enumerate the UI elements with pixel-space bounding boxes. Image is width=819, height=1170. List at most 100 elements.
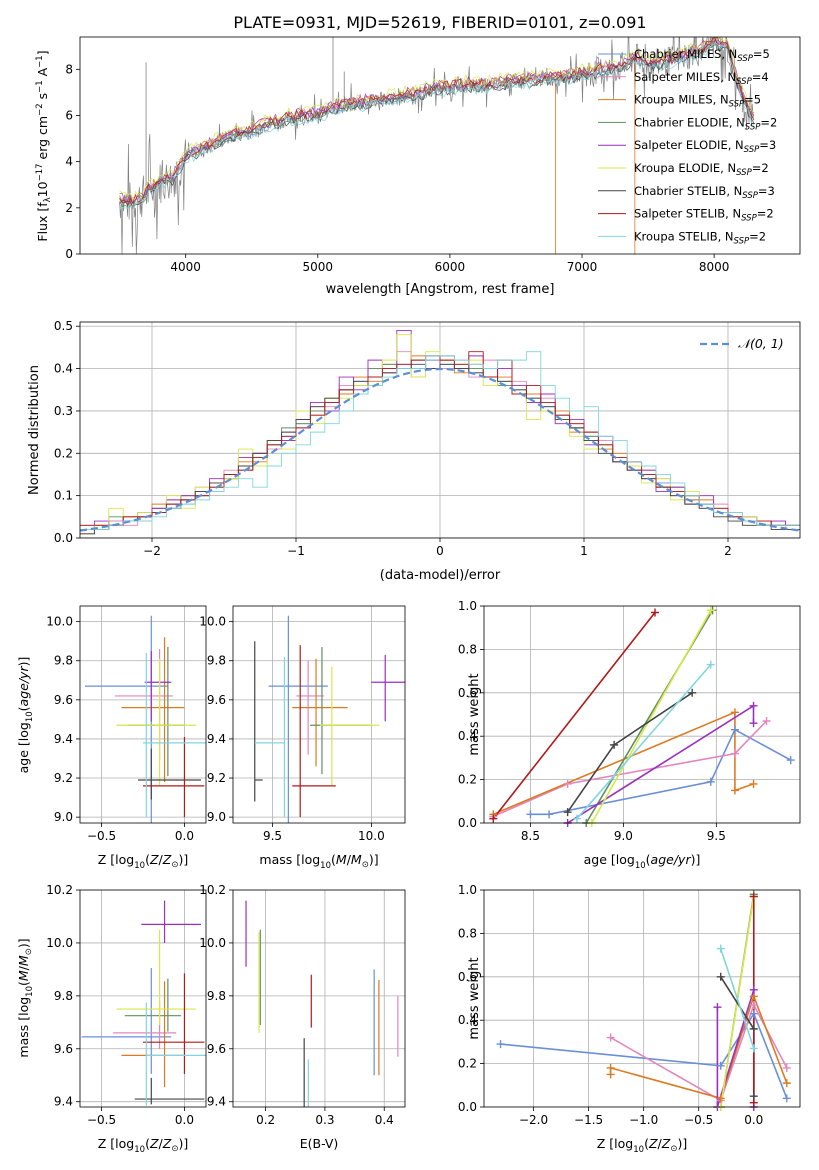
panel-frame: [79, 36, 801, 255]
x-tick-label: −2.0: [519, 1113, 548, 1127]
x-tick-label: −1: [287, 544, 305, 558]
legend-entry-tail: =2: [757, 207, 774, 221]
plot-area: [80, 606, 206, 823]
y-tick-label: 9.8: [54, 989, 73, 1003]
mass-weight-marker-chabrier-miles: [786, 756, 795, 765]
y-tick-label: 6: [65, 108, 73, 122]
mass-weight-marker-salpeter-miles: [749, 1001, 758, 1010]
y-tick-label: 8: [65, 62, 73, 76]
y-tick-label: 9.0: [54, 810, 73, 824]
axis-label-part: )]: [178, 852, 188, 867]
mass-weight-line-chabrier-miles: [530, 728, 792, 816]
legend-entry: Chabrier STELIB, NSSP=3: [634, 184, 775, 201]
x-tick-label: 0.2: [256, 1113, 275, 1127]
legend-entry-tail: =4: [752, 70, 769, 84]
mass-weight-marker-salpeter-elodie: [713, 1003, 722, 1012]
x-tick-label: −1.5: [574, 1113, 603, 1127]
axis-label-part: Z: [149, 1136, 159, 1151]
legend-entry-sub: SSP: [741, 214, 757, 224]
mass-weight-marker-kroupa-stelib: [706, 660, 715, 669]
x-axis-label: wavelength [Angstrom, rest frame]: [326, 282, 555, 297]
mass-weight-marker-chabrier-miles: [496, 1040, 505, 1049]
axis-label-part: M: [16, 955, 31, 966]
axis-label-part: (: [331, 852, 336, 867]
x-axis-label: (data-model)/error: [380, 568, 501, 583]
axis-label-part: M: [351, 852, 362, 867]
axis-label-part: age [log: [16, 722, 31, 773]
axis-label-part: ⊙: [362, 860, 369, 870]
legend-entry-sub: SSP: [736, 168, 752, 178]
panel-frame: [79, 321, 801, 539]
legend-entry-sub: SSP: [745, 122, 761, 132]
legend-entry-tail: =2: [749, 229, 766, 243]
mass-weight-marker-salpeter-stelib: [651, 608, 660, 617]
mass-weight-marker-chabrier-miles: [730, 725, 739, 734]
legend-entry: Kroupa ELODIE, NSSP=2: [634, 161, 769, 178]
mass-weight-marker-salpeter-miles: [730, 749, 739, 758]
axis-label-part: )]: [369, 852, 379, 867]
x-tick-label: 5000: [303, 260, 334, 274]
x-tick-label: 0: [436, 544, 444, 558]
axis-label-part: (: [145, 852, 150, 867]
mass-weight-marker-chabrier-stelib: [688, 688, 697, 697]
y-tick-label: 9.4: [207, 732, 226, 746]
y-tick-label: 0.6: [458, 686, 477, 700]
x-axis-label: Z [log10(Z/Z⊙)]: [98, 1136, 188, 1155]
axis-label-part: ⊙: [24, 948, 34, 955]
legend-entry-sub: SSP: [742, 191, 758, 201]
y-axis-label: Normed distribution: [27, 365, 42, 495]
axis-label-part: ⊙: [670, 1144, 677, 1154]
axis-label-part: )]: [16, 657, 31, 667]
y-tick-label: 9.0: [207, 810, 226, 824]
plot-area: [484, 890, 800, 1107]
x-tick-label: 7000: [567, 260, 598, 274]
legend-entry-name: Chabrier ELODIE, N: [634, 115, 745, 129]
axis-label-part: )]: [691, 852, 701, 867]
y-axis-label-part: s: [35, 93, 50, 104]
axis-label-part: (: [16, 981, 31, 986]
y-axis-label-part: erg cm: [35, 116, 50, 164]
x-axis-label: Z [log10(Z/Z⊙)]: [597, 1136, 687, 1155]
axis-label-part: Z [log: [98, 1136, 134, 1151]
y-axis-label-part: λ: [43, 197, 53, 202]
y-tick-label: 9.8: [207, 989, 226, 1003]
normal-curve: [80, 367, 800, 532]
legend-entry-name: Chabrier STELIB, N: [634, 184, 742, 198]
mass-weight-marker-kroupa-miles: [606, 1063, 615, 1072]
mass-weight-line-salpeter-miles: [610, 1002, 788, 1102]
y-axis-label-part: −17: [35, 163, 45, 181]
x-tick-label: 0.0: [175, 829, 194, 843]
y-tick-label: 9.4: [54, 1095, 73, 1109]
panel-frame: [232, 889, 406, 1108]
mass-weight-marker-chabrier-miles: [782, 1094, 791, 1103]
y-tick-label: 0.0: [458, 1100, 477, 1114]
model-series-chabrier-stelib: [119, 42, 755, 209]
axis-label-part: age [log: [584, 852, 635, 867]
histogram-salpeter-stelib: [80, 351, 800, 526]
mass-weight-marker-kroupa-stelib: [749, 1044, 758, 1053]
y-tick-label: 9.6: [54, 693, 73, 707]
legend-entry: Chabrier ELODIE, NSSP=2: [634, 115, 777, 132]
axis-label-part: M: [16, 970, 31, 981]
mass-weight-marker-chabrier-stelib: [563, 808, 572, 817]
y-tick-label: 0.8: [458, 642, 477, 656]
legend-entry-name: Kroupa STELIB, N: [634, 229, 734, 243]
y-tick-label: 9.6: [54, 1042, 73, 1056]
panel-frame: [79, 605, 207, 824]
mass-weight-marker-salpeter-miles: [782, 1063, 791, 1072]
x-tick-label: 9.5: [263, 829, 282, 843]
legend-entry: Chabrier MILES, NSSP=5: [634, 47, 770, 64]
y-axis-label: mass weight: [467, 673, 482, 755]
axis-label-part: )]: [16, 938, 31, 948]
axis-label-part: /: [658, 1136, 663, 1151]
data-spectrum: [119, 37, 755, 254]
y-tick-label: 10.0: [46, 936, 73, 950]
legend-entry: Salpeter STELIB, NSSP=2: [634, 207, 774, 224]
y-axis-label: mass [log10(M/M⊙)]: [16, 938, 35, 1057]
x-axis-label: mass [log10(M/M⊙)]: [259, 852, 378, 871]
axis-label-part: )]: [178, 1136, 188, 1151]
plot-area: [80, 322, 800, 538]
